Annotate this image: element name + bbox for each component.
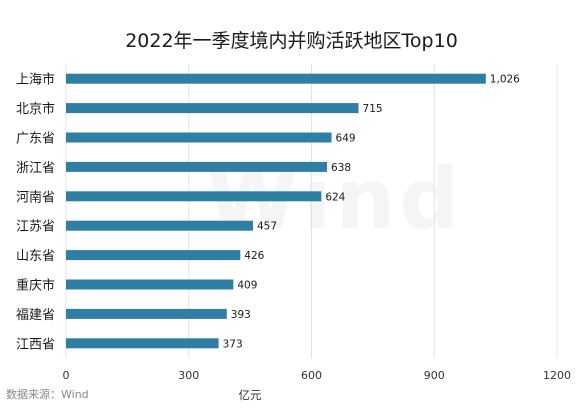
x-tick-label: 300 bbox=[178, 369, 199, 382]
bar bbox=[66, 103, 359, 114]
bar bbox=[66, 279, 234, 290]
value-label: 426 bbox=[244, 250, 264, 262]
category-label: 河南省 bbox=[16, 189, 55, 205]
bar bbox=[66, 250, 241, 261]
chart-title: 2022年一季度境内并购活跃地区Top10 bbox=[125, 30, 458, 52]
bar bbox=[66, 161, 328, 172]
value-label: 638 bbox=[331, 162, 351, 174]
x-tick-label: 600 bbox=[301, 369, 322, 382]
category-label: 福建省 bbox=[16, 308, 55, 323]
x-tick-label: 900 bbox=[424, 369, 445, 382]
value-label: 1,026 bbox=[490, 74, 520, 86]
category-label: 江苏省 bbox=[16, 219, 55, 235]
value-label: 457 bbox=[257, 221, 277, 233]
category-label: 山东省 bbox=[16, 249, 55, 264]
bar bbox=[66, 338, 219, 349]
x-tick-label: 0 bbox=[63, 369, 70, 382]
category-label: 江西省 bbox=[16, 337, 55, 352]
value-label: 715 bbox=[363, 103, 383, 115]
value-label: 409 bbox=[237, 280, 257, 292]
category-label: 广东省 bbox=[16, 132, 55, 147]
value-label: 373 bbox=[223, 338, 243, 350]
bar bbox=[66, 132, 332, 143]
x-axis-title: 亿元 bbox=[239, 388, 262, 402]
source-note: 数据来源：Wind bbox=[6, 388, 89, 401]
x-tick-label: 1200 bbox=[543, 369, 571, 382]
category-label: 上海市 bbox=[16, 72, 55, 88]
bar bbox=[66, 308, 227, 319]
value-label: 649 bbox=[336, 133, 356, 145]
value-label: 624 bbox=[325, 191, 345, 203]
category-label: 重庆市 bbox=[16, 278, 55, 294]
category-label: 北京市 bbox=[16, 101, 55, 117]
bar bbox=[66, 191, 322, 202]
bar bbox=[66, 220, 253, 231]
category-label: 浙江省 bbox=[16, 161, 55, 176]
value-label: 393 bbox=[231, 309, 251, 321]
bar bbox=[66, 73, 486, 84]
